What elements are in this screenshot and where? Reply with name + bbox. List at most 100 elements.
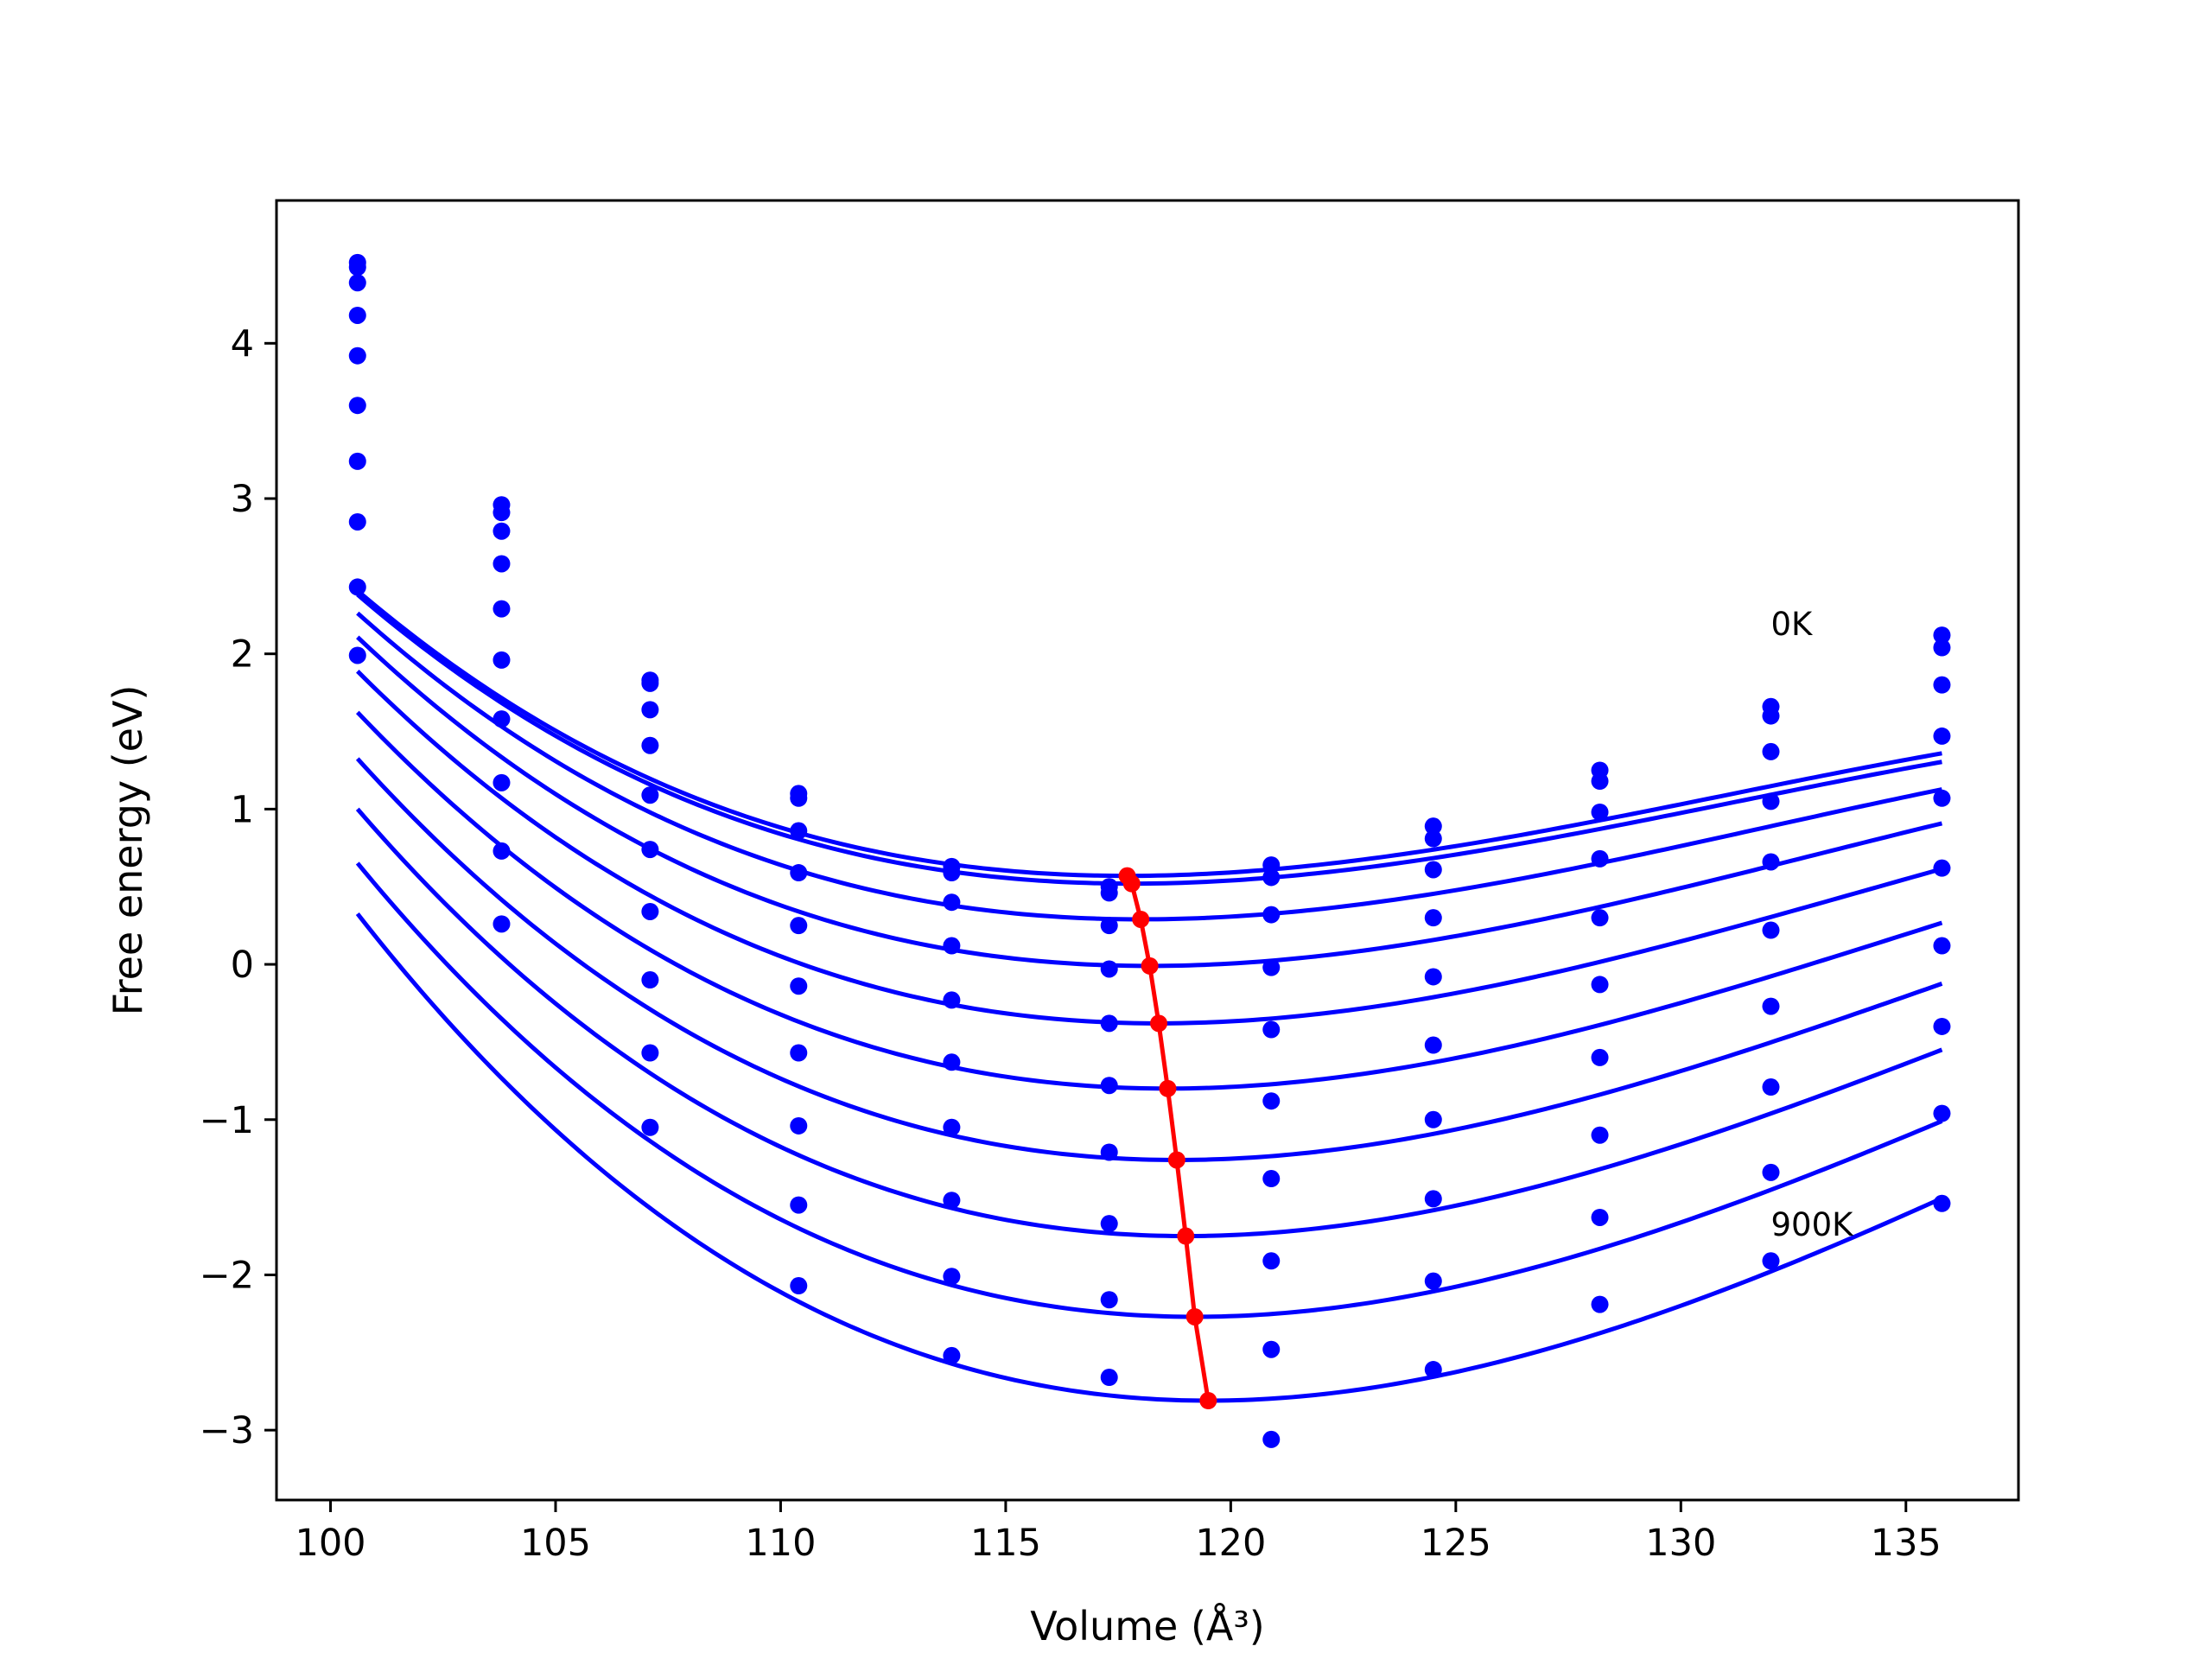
y-tick-label: −2 [200,1254,254,1297]
data-point [1762,742,1780,760]
data-points [348,253,1951,1448]
data-point [943,1346,961,1364]
data-point [1591,849,1609,868]
y-tick-label: 3 [231,478,254,521]
minimum-point [1122,874,1141,893]
data-point [1762,853,1780,871]
data-point [641,674,659,692]
data-point [1933,1017,1951,1035]
minimum-point [1150,1014,1168,1033]
data-point [1933,789,1951,807]
data-point [1933,639,1951,657]
data-point [1262,856,1281,874]
data-point [348,258,366,276]
data-point [1591,803,1609,821]
fit-curve-0 [356,588,1942,879]
x-tick-label: 105 [520,1522,591,1565]
annotation-0k: 0K [1770,606,1814,643]
data-point [943,1118,961,1136]
data-point [1591,976,1609,994]
data-point [1424,1272,1442,1290]
minimum-point [1177,1227,1195,1245]
data-point [1933,859,1951,877]
data-point [1591,1295,1609,1313]
data-point [1591,1208,1609,1226]
x-tick-label: 110 [745,1522,816,1565]
data-point [1424,830,1442,848]
data-point [348,274,366,292]
data-point [790,1116,808,1135]
data-point [641,902,659,920]
data-point [790,917,808,935]
data-point [790,1277,808,1295]
data-point [1262,1340,1281,1358]
minima-path [1125,874,1211,1402]
data-point [493,651,511,669]
data-point [943,893,961,912]
data-point [1100,1369,1118,1387]
data-point [641,971,659,989]
data-point [1424,968,1442,986]
data-point [1262,1020,1281,1039]
data-point [348,452,366,470]
data-point [1424,1190,1442,1208]
x-axis: 100 105 110 115 120 125 130 135 [295,1500,1942,1565]
data-point [348,397,366,415]
y-tick-label: 0 [231,944,254,987]
data-point [1933,727,1951,745]
data-point [641,1118,659,1136]
data-point [493,710,511,728]
data-point [1933,626,1951,645]
fit-curve-6 [355,757,1943,1162]
data-point [493,522,511,540]
x-tick-label: 130 [1645,1522,1716,1565]
data-point [1424,1110,1442,1128]
data-point [1424,817,1442,836]
data-point [790,864,808,882]
data-point [1262,906,1281,924]
data-point [1762,1163,1780,1181]
x-axis-label: Volume (Å³) [1030,1603,1265,1649]
data-point [943,937,961,955]
data-point [1933,1194,1951,1212]
data-point [1424,861,1442,879]
data-point [1262,1252,1281,1270]
data-point [1100,1014,1118,1033]
data-point [1762,997,1780,1015]
data-point [1591,772,1609,791]
fit-curve-8 [355,861,1943,1319]
minimum-point [1167,1151,1185,1169]
data-point [790,789,808,807]
data-point [1762,1252,1780,1270]
data-point [1262,868,1281,887]
data-point [1100,1143,1118,1161]
data-point [493,555,511,573]
y-axis-label: Free energy (eV) [105,685,151,1016]
data-point [1933,937,1951,955]
data-point [943,864,961,882]
data-point [641,701,659,719]
data-point [943,1268,961,1286]
data-point [1762,707,1780,725]
y-tick-label: 2 [231,633,254,677]
data-point [493,842,511,860]
minimum-point [1132,910,1150,928]
data-point [1933,676,1951,694]
minimum-point [1159,1079,1177,1097]
fit-curve-1 [356,593,1942,887]
x-tick-label: 135 [1871,1522,1942,1565]
fit-curve-7 [355,807,1943,1239]
data-point [641,841,659,859]
data-point [1262,1092,1281,1110]
data-point [1100,1215,1118,1233]
x-tick-label: 125 [1421,1522,1491,1565]
data-point [348,578,366,596]
fit-curve-5 [355,710,1943,1091]
minimum-point [1141,957,1159,975]
data-point [493,915,511,933]
minima-line [1118,867,1217,1409]
data-point [1100,917,1118,935]
minimum-point [1199,1391,1217,1409]
data-point [1762,921,1780,939]
